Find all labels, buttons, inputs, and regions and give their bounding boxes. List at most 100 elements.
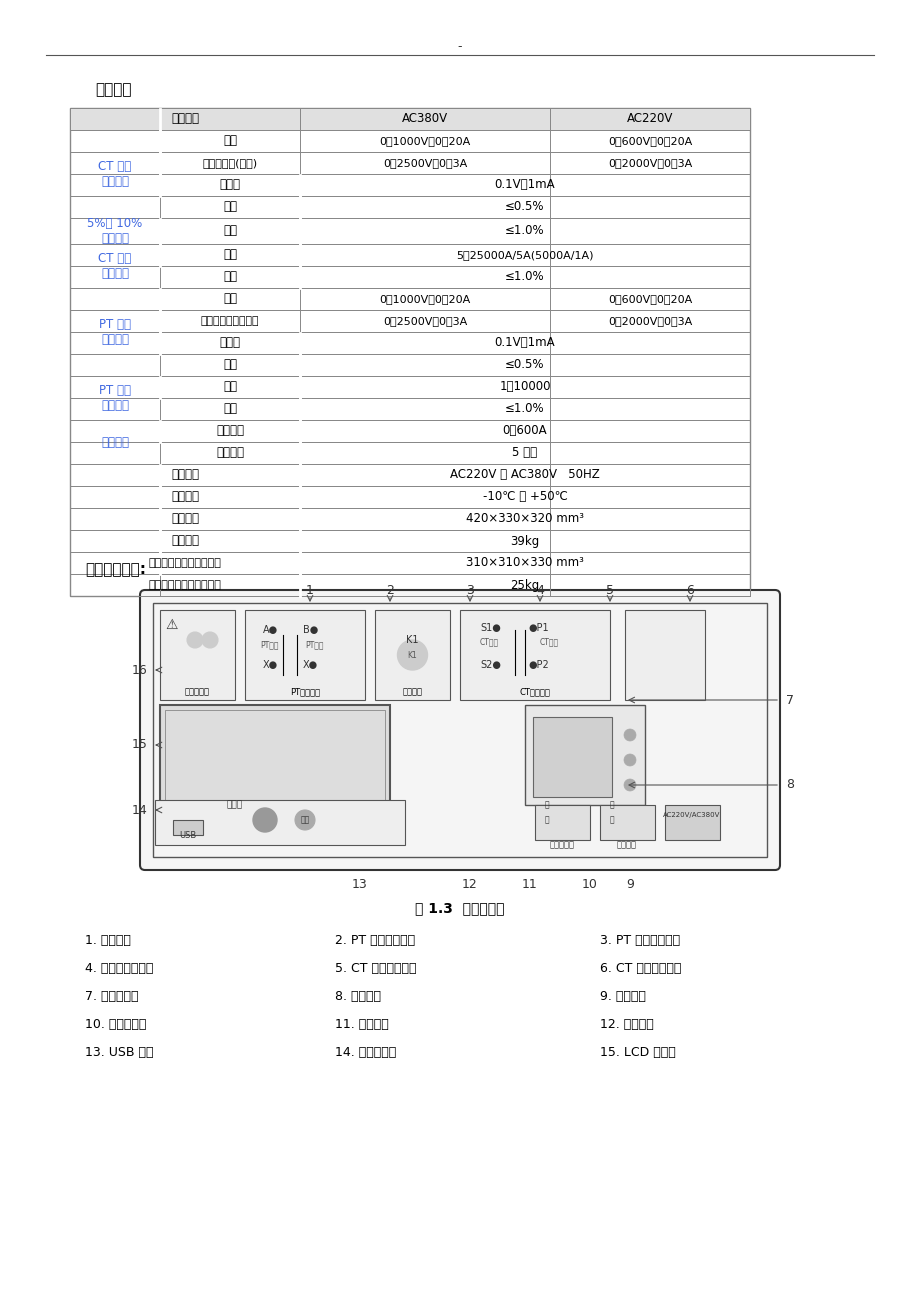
Text: ≤0.5%: ≤0.5% <box>505 358 544 371</box>
Text: 4. 伏安特性接线柱: 4. 伏安特性接线柱 <box>85 961 153 974</box>
Text: 9. 电源开关: 9. 电源开关 <box>599 990 645 1003</box>
Text: 主机质量: 主机质量 <box>171 535 199 548</box>
Text: PT 伏安
特性试验: PT 伏安 特性试验 <box>99 318 130 346</box>
Text: 5. CT 二次侧接线柱: 5. CT 二次侧接线柱 <box>335 961 416 974</box>
Text: 8: 8 <box>785 779 793 792</box>
Text: AC220V: AC220V <box>626 112 673 125</box>
Bar <box>160 611 234 700</box>
Text: ≤1.0%: ≤1.0% <box>505 224 544 237</box>
Text: 外接升压器体积（选配）: 外接升压器体积（选配） <box>148 559 221 568</box>
Text: 通流时间: 通流时间 <box>216 447 244 460</box>
Text: 39kg: 39kg <box>510 535 539 548</box>
Text: PT一次: PT一次 <box>260 641 278 650</box>
Text: 单机: 单机 <box>222 134 237 147</box>
Text: 16: 16 <box>132 664 148 677</box>
Text: A●: A● <box>263 625 278 635</box>
Text: 7: 7 <box>785 694 793 707</box>
Text: 仪器面板结构:: 仪器面板结构: <box>85 562 146 578</box>
Text: 12: 12 <box>461 879 477 892</box>
Text: 开: 开 <box>544 801 549 810</box>
Text: 5%或 10%
误差曲线: 5%或 10% 误差曲线 <box>87 217 142 245</box>
Bar <box>535 805 589 840</box>
Text: 主机体积: 主机体积 <box>171 513 199 526</box>
Text: ≤1.0%: ≤1.0% <box>505 402 544 415</box>
Text: 0～2500V、0～3A: 0～2500V、0～3A <box>382 316 467 326</box>
Text: 范围: 范围 <box>222 380 237 393</box>
Text: 2: 2 <box>386 583 393 596</box>
Text: 精度: 精度 <box>222 402 237 415</box>
Text: 0～600V、0～20A: 0～600V、0～20A <box>607 294 691 303</box>
Text: 5 分钟: 5 分钟 <box>512 447 537 460</box>
Circle shape <box>202 631 218 648</box>
Text: 技术参数: 技术参数 <box>95 82 131 98</box>
Text: 主回路开关: 主回路开关 <box>549 841 573 849</box>
Text: 精度: 精度 <box>222 201 237 214</box>
Text: CT 变比
极性试验: CT 变比 极性试验 <box>98 253 131 280</box>
Bar <box>165 710 384 825</box>
Text: K1: K1 <box>406 635 418 644</box>
Text: S1●: S1● <box>480 622 500 633</box>
Text: PT 变比
极性试验: PT 变比 极性试验 <box>99 384 130 411</box>
Text: 电源开关: 电源开关 <box>617 841 636 849</box>
Text: 单机: 单机 <box>222 293 237 306</box>
Circle shape <box>253 809 277 832</box>
Text: 14: 14 <box>132 803 148 816</box>
Text: -: - <box>458 40 461 53</box>
Text: X●: X● <box>263 660 278 671</box>
Text: 13: 13 <box>352 879 368 892</box>
Bar <box>532 717 611 797</box>
Text: 11. 复位按钮: 11. 复位按钮 <box>335 1017 389 1030</box>
Text: 7. 微型打印机: 7. 微型打印机 <box>85 990 139 1003</box>
Text: 0.1V、1mA: 0.1V、1mA <box>494 336 555 349</box>
Text: 3. PT 二次侧接线柱: 3. PT 二次侧接线柱 <box>599 934 679 947</box>
Text: AC380V: AC380V <box>402 112 448 125</box>
Text: 一次通流: 一次通流 <box>101 435 129 448</box>
FancyBboxPatch shape <box>140 590 779 870</box>
Text: 环境温度: 环境温度 <box>171 491 199 504</box>
Text: 电流范围: 电流范围 <box>216 424 244 437</box>
Text: X●: X● <box>302 660 318 671</box>
Text: 6. CT 一次侧接线柱: 6. CT 一次侧接线柱 <box>599 961 681 974</box>
Text: 分辨力: 分辨力 <box>220 178 240 191</box>
Text: 关: 关 <box>609 815 614 824</box>
Text: 0～1000V、0～20A: 0～1000V、0～20A <box>379 294 471 303</box>
Text: 12. 旋转鼠标: 12. 旋转鼠标 <box>599 1017 653 1030</box>
Text: 开: 开 <box>609 801 614 810</box>
Text: 工作电源: 工作电源 <box>171 469 199 482</box>
Text: ≤1.0%: ≤1.0% <box>505 271 544 284</box>
Text: 10. 主回路开关: 10. 主回路开关 <box>85 1017 146 1030</box>
Text: 精度: 精度 <box>222 271 237 284</box>
Text: 1～10000: 1～10000 <box>499 380 550 393</box>
Bar <box>525 704 644 805</box>
Bar <box>70 108 749 130</box>
Bar <box>460 611 609 700</box>
Text: 1. 接地端子: 1. 接地端子 <box>85 934 130 947</box>
Text: 分辨力: 分辨力 <box>220 336 240 349</box>
Text: ●P2: ●P2 <box>528 660 548 671</box>
Text: B●: B● <box>302 625 318 635</box>
Text: 精度: 精度 <box>222 224 237 237</box>
Text: 外接升压器质量（选配）: 外接升压器质量（选配） <box>148 579 221 590</box>
Text: 310×310×330 mm³: 310×310×330 mm³ <box>466 556 584 569</box>
Circle shape <box>187 631 203 648</box>
Text: 13. USB 接口: 13. USB 接口 <box>85 1046 153 1059</box>
Circle shape <box>623 729 635 741</box>
Text: ●P1: ●P1 <box>528 622 548 633</box>
Circle shape <box>295 810 314 829</box>
Text: 420×330×320 mm³: 420×330×320 mm³ <box>466 513 584 526</box>
Text: 0～1000V、0～20A: 0～1000V、0～20A <box>379 135 471 146</box>
Text: 14. 对比度调节: 14. 对比度调节 <box>335 1046 396 1059</box>
Text: PT二次: PT二次 <box>305 641 323 650</box>
Text: K1: K1 <box>407 651 417 660</box>
Text: 外接升压器（选配）: 外接升压器（选配） <box>200 316 259 326</box>
Text: 0～600V、0～20A: 0～600V、0～20A <box>607 135 691 146</box>
Text: USB: USB <box>179 831 197 840</box>
Text: 3: 3 <box>466 583 473 596</box>
Text: 15: 15 <box>132 738 148 751</box>
Text: ⚠: ⚠ <box>165 618 178 631</box>
Bar <box>244 611 365 700</box>
Bar <box>624 611 704 700</box>
Text: 范围: 范围 <box>222 249 237 262</box>
Circle shape <box>623 779 635 792</box>
Text: CT变比极性: CT变比极性 <box>519 687 550 697</box>
